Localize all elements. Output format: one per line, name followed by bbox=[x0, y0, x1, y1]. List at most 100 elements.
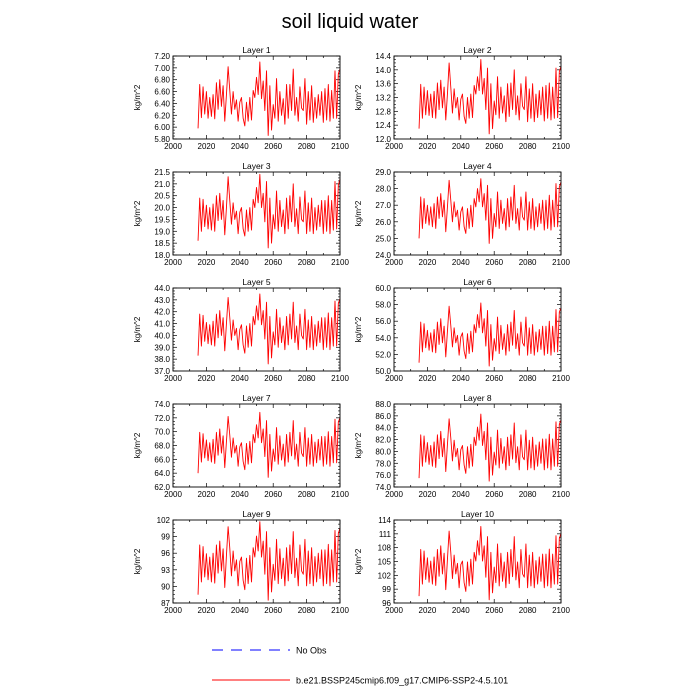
x-tick-label: 2040 bbox=[231, 258, 249, 267]
panel-layer-2: Layer 2 kg/m^2 2000 2020 2040 2060 2080 2100 12.… bbox=[354, 45, 570, 151]
x-tick-label: 2040 bbox=[452, 374, 470, 383]
y-tick-label: 105 bbox=[378, 558, 392, 567]
y-tick-label: 108 bbox=[378, 544, 392, 553]
y-tick-label: 29.0 bbox=[375, 168, 391, 177]
x-tick-label: 2080 bbox=[519, 490, 537, 499]
y-tick-label: 13.6 bbox=[375, 80, 391, 89]
y-tick-label: 90 bbox=[161, 582, 170, 591]
x-tick-label: 2100 bbox=[331, 490, 349, 499]
x-tick-label: 2040 bbox=[231, 606, 249, 615]
y-axis-label: kg/m^2 bbox=[133, 200, 142, 226]
y-tick-label: 6.60 bbox=[154, 88, 170, 97]
y-axis-label: kg/m^2 bbox=[354, 432, 363, 458]
x-tick-label: 2040 bbox=[452, 258, 470, 267]
y-tick-label: 21.0 bbox=[154, 180, 170, 189]
y-tick-label: 72.0 bbox=[154, 414, 170, 423]
y-tick-label: 20.0 bbox=[154, 204, 170, 213]
y-tick-label: 6.20 bbox=[154, 111, 170, 120]
y-tick-label: 6.40 bbox=[154, 99, 170, 108]
panel-title: Layer 8 bbox=[463, 393, 492, 403]
panel-layer-7: Layer 7 kg/m^2 2000 2020 2040 2060 2080 2100 62.… bbox=[133, 393, 349, 499]
y-tick-label: 102 bbox=[157, 516, 171, 525]
plot-frame bbox=[172, 403, 341, 488]
series-line-layer-3 bbox=[197, 173, 341, 249]
y-tick-label: 96 bbox=[382, 599, 391, 608]
y-tick-label: 12.8 bbox=[375, 107, 391, 116]
panel-layer-8: Layer 8 kg/m^2 2000 2020 2040 2060 2080 2100 74.… bbox=[354, 393, 570, 499]
x-tick-label: 2060 bbox=[485, 374, 503, 383]
y-tick-label: 14.0 bbox=[375, 66, 391, 75]
y-tick-label: 42.0 bbox=[154, 308, 170, 317]
x-tick-label: 2040 bbox=[452, 142, 470, 151]
panel-layer-6: Layer 6 kg/m^2 2000 2020 2040 2060 2080 2100 50.… bbox=[354, 277, 570, 383]
y-tick-label: 80.0 bbox=[375, 447, 391, 456]
x-tick-label: 2080 bbox=[298, 606, 316, 615]
panel-title: Layer 6 bbox=[463, 277, 492, 287]
x-tick-label: 2060 bbox=[264, 374, 282, 383]
plot-frame bbox=[172, 519, 341, 604]
series-line-layer-7 bbox=[197, 411, 341, 478]
y-tick-label: 111 bbox=[379, 530, 392, 539]
plot-frame bbox=[172, 287, 341, 372]
legend-label-simulation: b.e21.BSSP245cmip6.f09_g17.CMIP6-SSP2-4.… bbox=[296, 676, 508, 686]
x-tick-label: 2000 bbox=[385, 142, 403, 151]
y-tick-label: 70.0 bbox=[154, 428, 170, 437]
y-tick-label: 38.0 bbox=[154, 355, 170, 364]
y-tick-label: 68.0 bbox=[154, 442, 170, 451]
y-tick-label: 60.0 bbox=[375, 284, 391, 293]
y-tick-label: 74.0 bbox=[154, 400, 170, 409]
y-tick-label: 5.80 bbox=[154, 135, 170, 144]
y-tick-label: 40.0 bbox=[154, 331, 170, 340]
x-tick-label: 2040 bbox=[231, 374, 249, 383]
y-tick-label: 21.5 bbox=[154, 168, 170, 177]
panel-layer-9: Layer 9 kg/m^2 2000 2020 2040 2060 2080 2100 87 9… bbox=[133, 509, 349, 615]
x-tick-label: 2000 bbox=[164, 490, 182, 499]
y-tick-label: 41.0 bbox=[154, 320, 170, 329]
series-line-layer-5 bbox=[197, 293, 341, 365]
y-tick-label: 86.0 bbox=[375, 412, 391, 421]
y-tick-label: 88.0 bbox=[375, 400, 391, 409]
y-tick-label: 74.0 bbox=[375, 483, 391, 492]
y-tick-label: 12.4 bbox=[375, 121, 391, 130]
series-line-layer-8 bbox=[418, 413, 562, 482]
y-tick-label: 18.0 bbox=[154, 251, 170, 260]
y-tick-label: 18.5 bbox=[154, 239, 170, 248]
plot-frame bbox=[393, 519, 562, 604]
y-axis-label: kg/m^2 bbox=[354, 316, 363, 342]
figure-title: soil liquid water bbox=[282, 11, 419, 33]
x-tick-label: 2020 bbox=[198, 490, 216, 499]
y-tick-label: 7.00 bbox=[154, 64, 170, 73]
y-tick-label: 39.0 bbox=[154, 343, 170, 352]
y-tick-label: 93 bbox=[161, 566, 170, 575]
panel-title: Layer 5 bbox=[242, 277, 271, 287]
x-tick-label: 2100 bbox=[552, 142, 570, 151]
plot-frame bbox=[172, 171, 341, 256]
y-tick-label: 43.0 bbox=[154, 296, 170, 305]
y-tick-label: 6.00 bbox=[154, 123, 170, 132]
x-tick-label: 2040 bbox=[231, 490, 249, 499]
x-tick-label: 2020 bbox=[419, 142, 437, 151]
x-tick-label: 2020 bbox=[419, 606, 437, 615]
y-axis-label: kg/m^2 bbox=[133, 84, 142, 110]
x-tick-label: 2080 bbox=[298, 258, 316, 267]
legend-label-no-obs: No Obs bbox=[296, 646, 327, 656]
panel-title: Layer 7 bbox=[242, 393, 271, 403]
panel-layer-5: Layer 5 kg/m^2 2000 2020 2040 2060 2080 2100 37.… bbox=[133, 277, 349, 383]
x-tick-label: 2060 bbox=[264, 606, 282, 615]
plot-frame bbox=[393, 171, 562, 256]
x-tick-label: 2060 bbox=[485, 258, 503, 267]
x-tick-label: 2000 bbox=[385, 374, 403, 383]
y-tick-label: 19.0 bbox=[154, 227, 170, 236]
y-axis-label: kg/m^2 bbox=[354, 200, 363, 226]
x-tick-label: 2060 bbox=[485, 490, 503, 499]
y-tick-label: 12.0 bbox=[375, 135, 391, 144]
x-tick-label: 2020 bbox=[419, 374, 437, 383]
y-tick-label: 25.0 bbox=[375, 234, 391, 243]
x-tick-label: 2080 bbox=[298, 490, 316, 499]
x-tick-label: 2080 bbox=[298, 374, 316, 383]
x-tick-label: 2020 bbox=[419, 490, 437, 499]
x-tick-label: 2060 bbox=[264, 490, 282, 499]
y-tick-label: 76.0 bbox=[375, 471, 391, 480]
